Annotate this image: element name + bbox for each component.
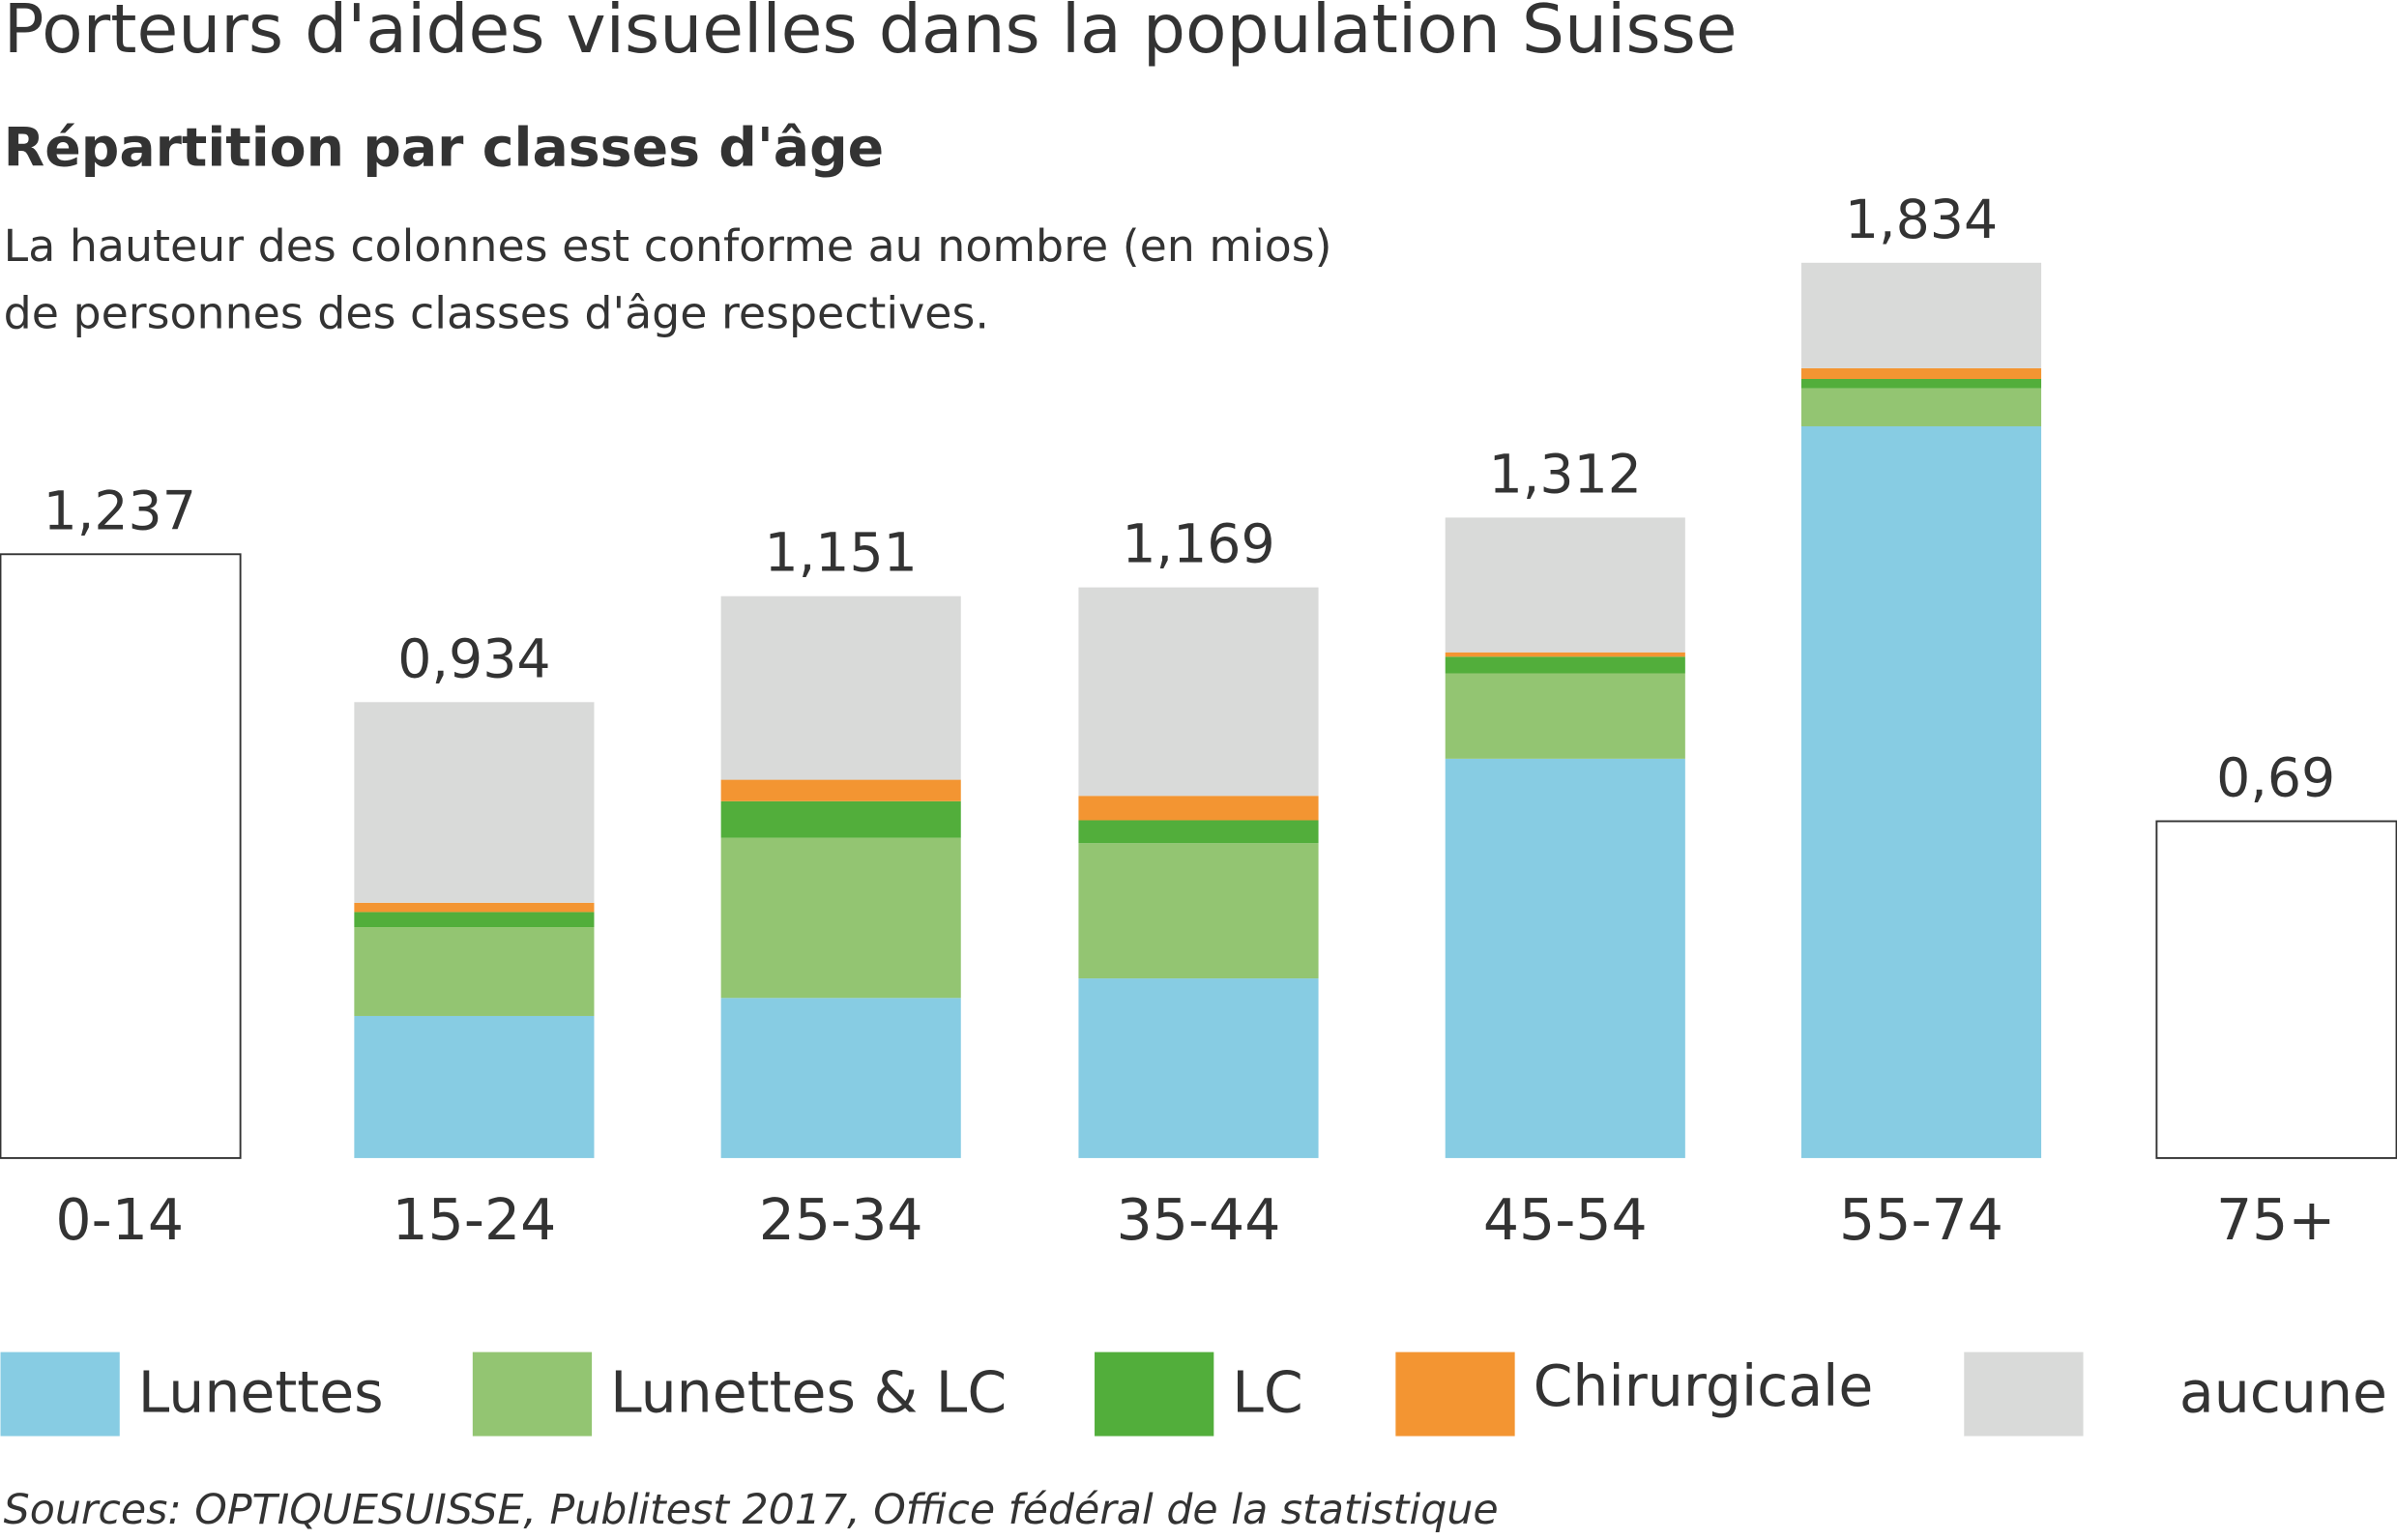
bar-segment (1800, 388, 2042, 426)
bar-segment (720, 779, 961, 801)
value-label: 1,312 (1489, 444, 1642, 506)
bar-segment (1445, 517, 1685, 653)
bar-segment (1078, 978, 1319, 1158)
chart-subtitle: Répartition par classes d'âge (4, 118, 885, 180)
legend-swatch (0, 1351, 120, 1437)
bar-segment (1800, 262, 2042, 368)
x-tick-label: 55-74 (1839, 1187, 2003, 1253)
legend-label: aucune (2179, 1360, 2387, 1426)
bar-segment (1445, 673, 1685, 759)
x-tick-label: 45-54 (1483, 1187, 1648, 1253)
legend-swatch (1964, 1351, 2084, 1437)
x-tick-label: 15-24 (392, 1187, 556, 1253)
legend-label: Chirurgicale (1534, 1353, 1874, 1419)
chart-title: Porteurs d'aides visuelles dans la popul… (4, 0, 1738, 69)
bar-segment (354, 927, 595, 1016)
value-label: 1,237 (44, 480, 196, 542)
bar-segment (1078, 843, 1319, 979)
bar-segment (720, 800, 961, 838)
description: de personnes des classes d'âge respectiv… (4, 287, 989, 339)
legend-swatch (472, 1351, 593, 1437)
value-label: 0,934 (397, 628, 550, 690)
legend-swatch (1395, 1351, 1515, 1437)
bar-segment (354, 1015, 595, 1158)
bar-segment (1800, 367, 2042, 380)
bar-segment (354, 912, 595, 928)
description: La hauteur des colonnes est conforme au … (4, 219, 1332, 272)
value-label: 1,151 (765, 523, 918, 585)
bar (0, 553, 242, 1159)
legend-label: Lunettes (138, 1360, 384, 1426)
bar-segment (1078, 820, 1319, 844)
x-tick-label: 75+ (2216, 1187, 2335, 1253)
legend-label: LC (1232, 1360, 1302, 1426)
bar-segment (1078, 587, 1319, 797)
bar-segment (1445, 652, 1685, 657)
bar-segment (1445, 656, 1685, 674)
value-label: 0,69 (2216, 748, 2335, 810)
legend-swatch (1095, 1351, 1214, 1437)
x-tick-label: 0-14 (55, 1187, 184, 1253)
bar (2155, 820, 2397, 1159)
bar-segment (1800, 379, 2042, 389)
bar-segment (1800, 425, 2042, 1158)
bar-segment (354, 702, 595, 903)
source: Sources: OPTIQUESUISSE, Publitest 2017, … (4, 1486, 1499, 1534)
bar-segment (1078, 796, 1319, 821)
bar-segment (720, 596, 961, 780)
bar-segment (720, 998, 961, 1158)
bar-segment (354, 902, 595, 913)
legend-label: Lunettes & LC (610, 1360, 1007, 1426)
x-tick-label: 25-34 (759, 1187, 923, 1253)
bar-segment (720, 837, 961, 999)
x-tick-label: 35-44 (1117, 1187, 1281, 1253)
value-label: 1,834 (1845, 189, 1998, 251)
value-label: 1,169 (1122, 514, 1274, 576)
bar-segment (1445, 758, 1685, 1158)
